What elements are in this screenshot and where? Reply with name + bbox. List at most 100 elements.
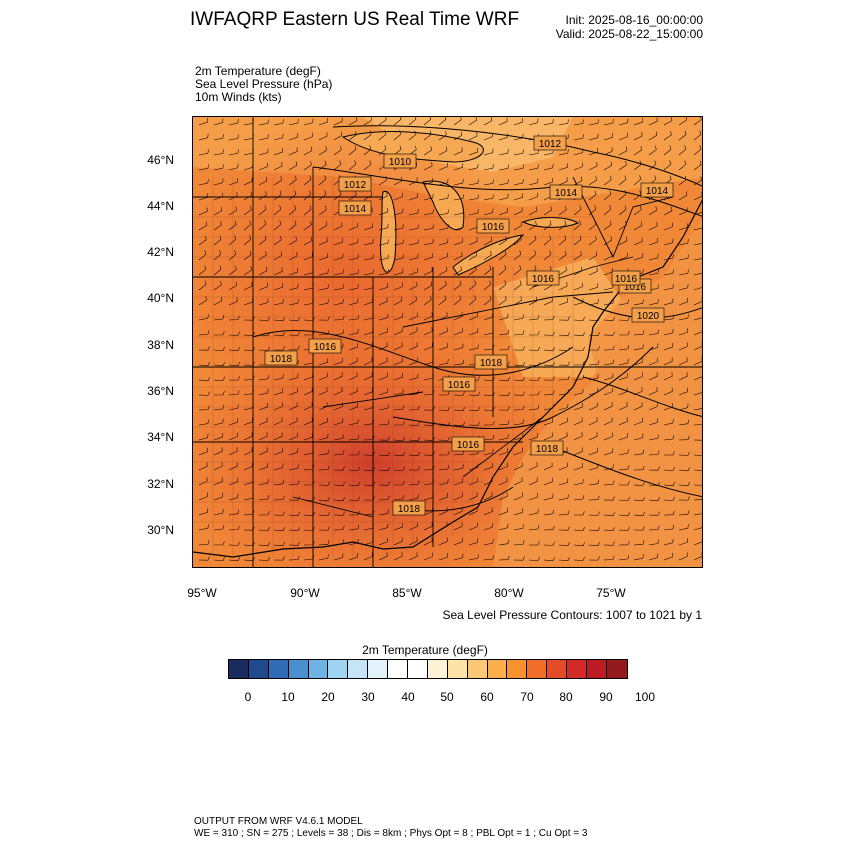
wind-barb [333,117,343,126]
wind-barb [408,357,418,366]
wind-barb [243,235,252,246]
wind-barb [408,451,420,456]
pressure-label: 1016 [308,338,342,354]
wind-barb [513,280,522,291]
wind-barb [273,463,284,471]
wind-barb [318,511,330,516]
wind-barb [348,298,359,306]
wind-barb [588,388,599,396]
wind-barb [303,358,314,366]
wind-barb [573,495,585,501]
wind-barb [378,509,389,516]
wind-barb [408,224,419,231]
wind-barb [228,432,238,441]
wind-barb [573,432,583,441]
wind-barb [618,448,629,456]
colorbar-swatch [447,660,468,678]
wind-barb [558,163,569,171]
wind-barb [333,539,344,546]
wind-barb [558,494,569,501]
colorbar-tick: 40 [401,690,415,704]
wind-barb [378,388,389,396]
wind-barb [333,418,344,426]
svg-text:1010: 1010 [389,157,412,168]
wind-barb [573,388,584,396]
wind-barb [468,132,478,141]
wind-barb [243,163,254,171]
wind-barb [543,390,555,396]
wind-barb [228,206,237,216]
wind-barb [273,402,283,411]
wind-barb [288,373,299,381]
wind-barb [273,331,285,336]
wind-barb [303,205,312,216]
wind-barb [498,164,509,171]
wind-barb [258,511,270,516]
wind-barb [513,265,522,276]
wind-barb [228,250,237,261]
wind-barb [438,266,448,276]
wind-barb [573,463,583,471]
wind-barb [573,526,585,531]
wind-barb [318,237,328,246]
wind-barb [648,222,658,231]
wind-barb [303,331,315,336]
wind-barb [588,463,599,471]
wind-barb [678,387,688,396]
wind-barb [438,522,448,531]
wind-barb [453,507,463,516]
wind-barb [423,295,432,306]
wind-barb [273,541,285,546]
wind-barb [663,496,675,501]
wind-barb [348,117,358,126]
wind-barb [333,481,345,486]
wind-barb [423,146,432,156]
wind-barb [393,481,405,486]
wind-barb [558,375,570,381]
wind-barb [468,344,479,351]
atlantic-ocean [493,219,702,567]
wind-barb [378,223,389,231]
wind-barb [288,119,299,126]
wind-barb [393,466,405,471]
wind-barb [393,342,403,351]
wind-barb [663,538,674,546]
wind-barb [648,553,659,561]
wind-barb [573,298,584,306]
wind-barb [513,346,525,351]
wind-barb [693,211,702,216]
wind-barb [528,149,539,156]
wind-barb [633,402,643,411]
wind-barb [453,464,464,471]
wind-barb [483,507,493,516]
wind-barb [393,522,403,531]
wind-barb [288,236,297,246]
svg-text:1020: 1020 [637,311,660,322]
wind-barb [198,207,208,216]
wind-barb [318,160,327,171]
wind-barb [423,374,434,381]
wind-barb [288,555,300,561]
colorbar-swatch [567,660,588,678]
wind-barb [333,372,343,381]
wind-barb [513,250,522,261]
wind-barb [333,237,343,246]
wind-barb [633,299,644,306]
wind-barb [213,492,223,501]
wind-barb [468,163,479,171]
wind-barb [303,496,315,501]
wind-barb [243,282,253,291]
wind-barb [288,541,300,546]
wind-barb [453,407,465,412]
wind-barb [228,331,240,336]
lon-label: 85°W [392,586,422,600]
lat-label: 44°N [147,199,174,213]
wind-barb [213,362,225,367]
wind-barb [333,511,345,516]
colorbar-swatch [527,660,548,678]
wind-barb [498,345,510,351]
wind-barb [303,387,313,396]
wind-barb [453,295,462,306]
wind-barb [348,222,358,231]
wind-barb [228,192,238,201]
